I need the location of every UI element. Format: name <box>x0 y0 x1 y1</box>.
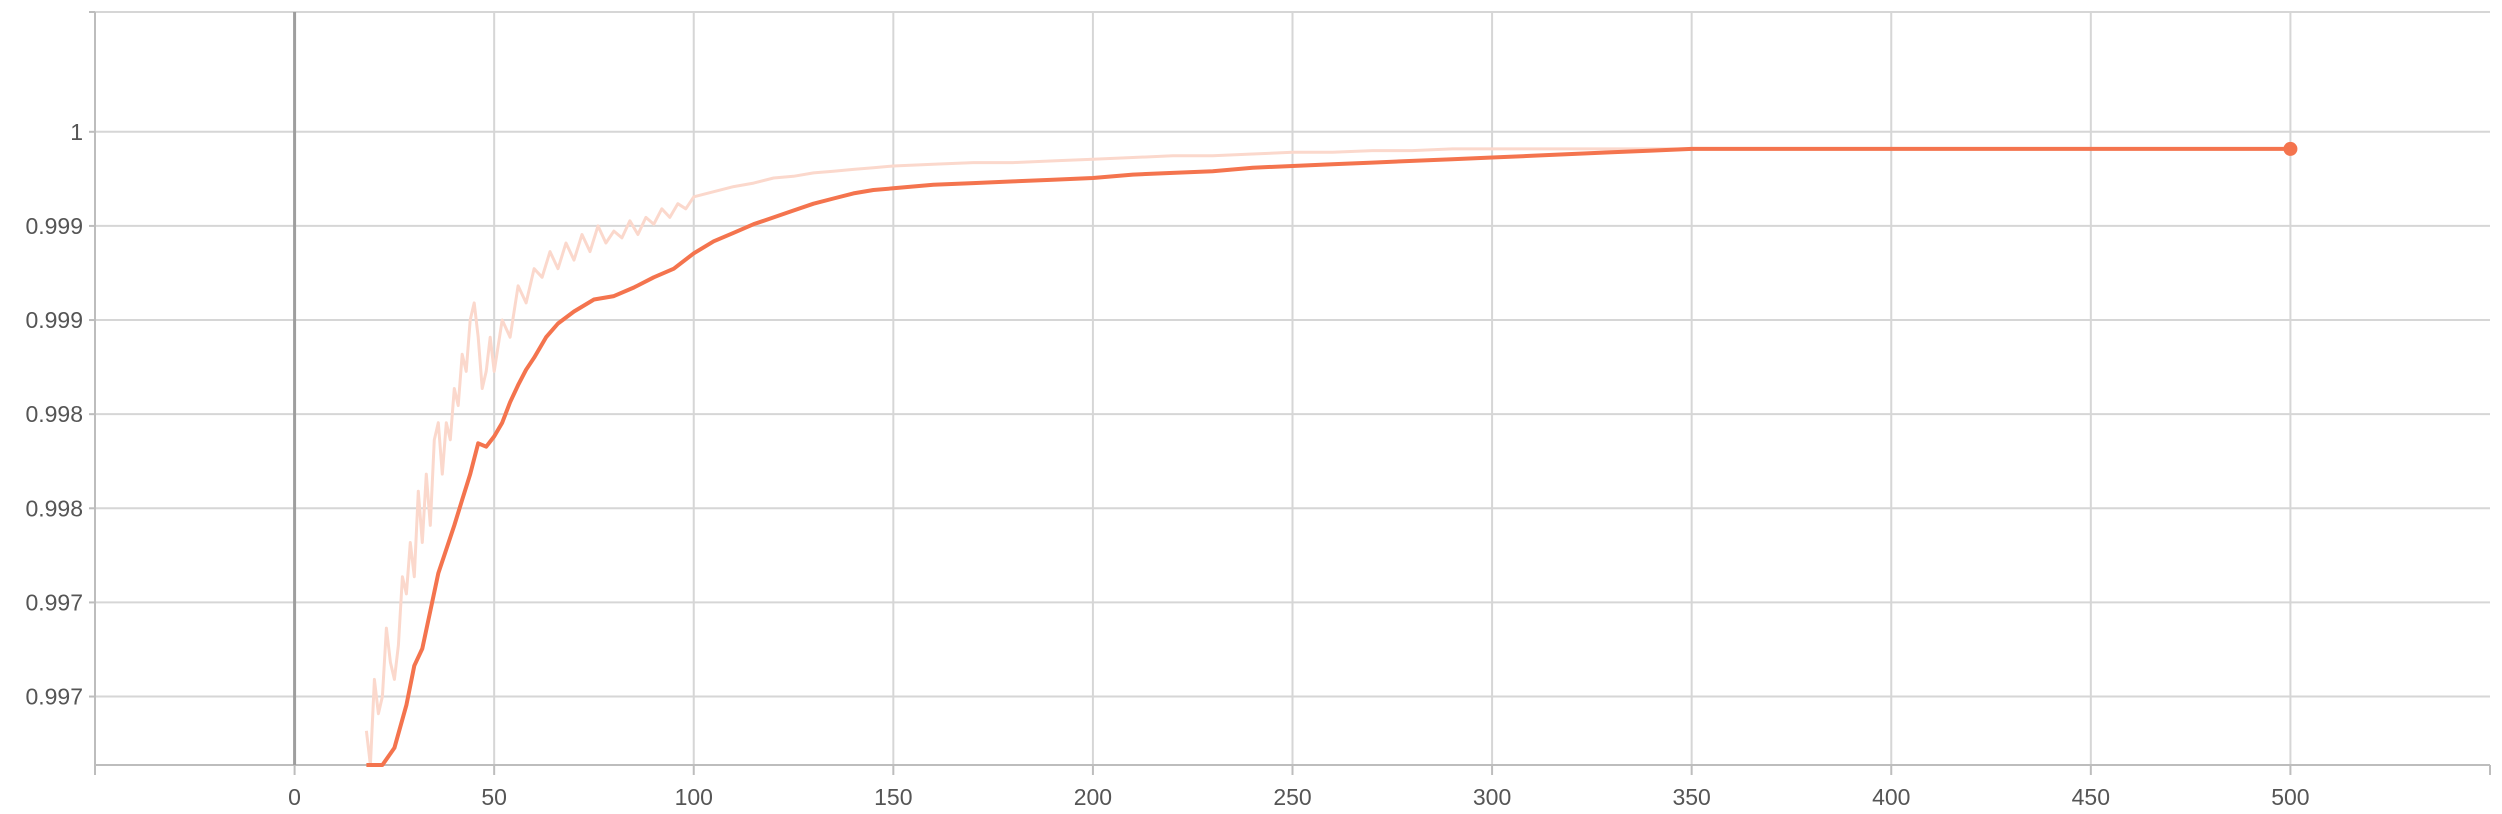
smoothed-series-line <box>366 146 2291 767</box>
y-tick-label: 0.997 <box>25 684 83 710</box>
y-tick-label: 0.999 <box>25 213 83 239</box>
x-tick-label: 500 <box>2271 784 2309 810</box>
raw-series-line <box>364 147 2291 767</box>
y-axis-ticks: 0.997 0.997 0.998 0.998 0.999 0.999 1 <box>25 11 95 710</box>
x-tick-label: 300 <box>1473 784 1511 810</box>
x-tick-label: 400 <box>1872 784 1910 810</box>
x-tick-label: 350 <box>1672 784 1710 810</box>
y-tick-label: 0.999 <box>25 307 83 333</box>
x-axis-ticks: 0 50 100 150 200 250 300 350 400 450 500 <box>94 765 2491 810</box>
y-tick-label: 1 <box>70 119 83 145</box>
y-tick-label: 0.998 <box>25 495 83 521</box>
x-gridlines <box>493 12 2292 765</box>
y-tick-label: 0.998 <box>25 401 83 427</box>
last-point-marker[interactable] <box>2283 141 2298 156</box>
x-tick-label: 150 <box>874 784 912 810</box>
x-tick-label: 100 <box>675 784 713 810</box>
y-tick-label: 0.997 <box>25 589 83 615</box>
x-tick-label: 250 <box>1273 784 1311 810</box>
x-tick-label: 0 <box>288 784 301 810</box>
x-tick-label: 200 <box>1074 784 1112 810</box>
x-tick-label: 50 <box>481 784 507 810</box>
x-tick-label: 450 <box>2072 784 2110 810</box>
